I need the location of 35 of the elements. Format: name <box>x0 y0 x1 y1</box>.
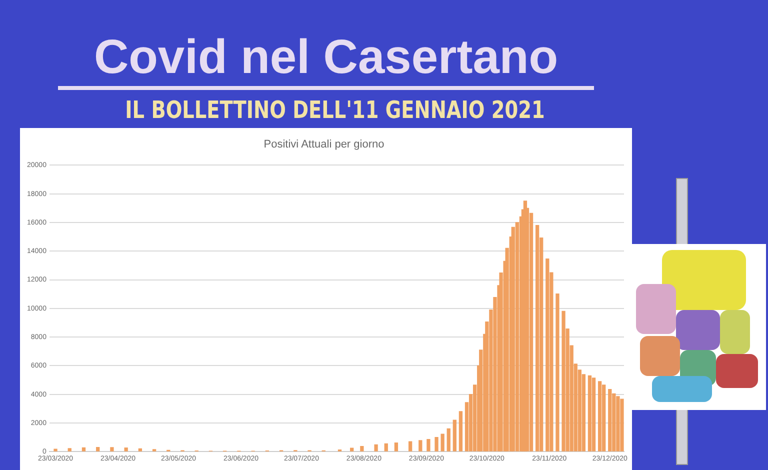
bar <box>96 446 100 452</box>
bar <box>616 396 620 452</box>
bar <box>612 393 616 452</box>
bar <box>110 447 114 452</box>
bar <box>426 438 430 452</box>
chart-title: Covid nel Casertano <box>58 30 594 90</box>
bar <box>408 441 412 452</box>
bar <box>452 420 456 452</box>
bar <box>620 398 624 452</box>
bar <box>556 293 560 452</box>
bar <box>124 448 128 452</box>
bar <box>458 411 463 452</box>
bar <box>384 443 388 452</box>
bar <box>360 446 364 452</box>
bar <box>440 434 444 452</box>
bar <box>446 428 450 452</box>
bar <box>588 375 592 452</box>
bar <box>54 448 58 452</box>
bar <box>68 448 72 452</box>
bar <box>562 310 566 452</box>
bar <box>82 447 86 452</box>
bar <box>434 436 438 452</box>
bar <box>350 448 354 452</box>
bar <box>608 388 612 452</box>
bar <box>138 448 142 452</box>
bar <box>546 258 550 452</box>
bar <box>394 442 398 452</box>
text: Positivi Attuali per giorno <box>264 138 384 151</box>
bar <box>418 440 422 452</box>
bar <box>535 225 540 452</box>
bar <box>598 381 602 452</box>
bar <box>602 384 606 452</box>
bar <box>592 378 596 452</box>
chart-subtitle: IL BOLLETTINO DELL'11 GENNAIO 2021 <box>124 96 546 124</box>
bar <box>374 444 378 452</box>
